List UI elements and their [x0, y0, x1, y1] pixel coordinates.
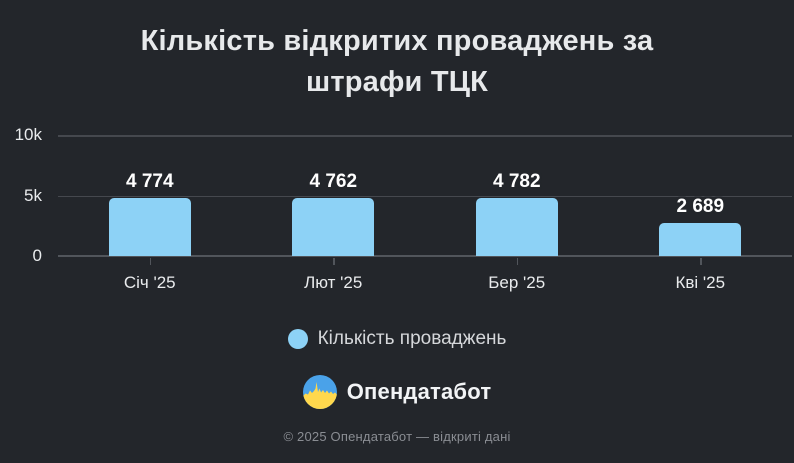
chart-title-line1: Кількість відкритих проваджень за	[140, 25, 654, 57]
opendatabot-logo-icon	[302, 375, 337, 409]
bar-value-label: 4 762	[309, 171, 358, 193]
x-axis-tick	[516, 258, 519, 265]
bar	[292, 198, 375, 256]
x-axis-tick	[333, 258, 335, 265]
y-axis: 10k 5k 0	[0, 125, 44, 265]
x-axis-labels: Січ '25 Лют '25 Бер '25 Кві '25	[58, 272, 792, 293]
gridline-5k	[58, 195, 792, 197]
bar-slot: 4 762	[242, 135, 426, 265]
bar	[659, 223, 742, 256]
bar-value-label: 4 782	[492, 171, 541, 193]
bar	[475, 198, 558, 256]
bars-row: 4 774 4 762 4 782 2 689	[58, 135, 793, 265]
bar-slot: 4 782	[425, 135, 609, 265]
chart-title-line2: штрафи ТЦК	[305, 66, 489, 98]
x-axis-tick	[149, 258, 152, 265]
bar-chart: 10k 5k 0 4 774 4 762 4 782 2 689 Січ '25 Лют '…	[0, 125, 794, 293]
x-axis-label: Січ '25	[123, 273, 176, 292]
y-tick-label: 10k	[14, 125, 42, 144]
legend-marker	[287, 329, 308, 349]
bar-value-label: 2 689	[676, 196, 725, 218]
x-axis-label: Бер '25	[488, 273, 546, 292]
x-axis-line	[58, 255, 792, 257]
bar-slot: 2 689	[609, 135, 793, 265]
legend-label: Кількість проваджень	[317, 328, 507, 349]
bar-slot: 4 774	[58, 135, 242, 265]
footer-credit: © 2025 Опендатабот — відкриті дані	[283, 429, 511, 444]
legend: Кількість проваджень	[0, 327, 794, 351]
plot-area: 4 774 4 762 4 782 2 689	[58, 135, 793, 265]
brand: Опендатабот	[0, 375, 794, 409]
y-tick-label: 5k	[24, 185, 42, 205]
x-axis-label: Кві '25	[675, 273, 726, 292]
x-axis-label: Лют '25	[304, 273, 363, 292]
x-axis-tick	[700, 258, 702, 265]
gridline-10k	[58, 135, 792, 137]
bar-value-label: 4 774	[125, 171, 174, 193]
brand-name: Опендатабот	[346, 379, 492, 404]
chart-title: Кількість відкритих проваджень за штрафи…	[0, 0, 794, 103]
bar	[108, 198, 191, 256]
y-tick-label: 0	[32, 246, 42, 265]
logo-bottom-half	[302, 382, 337, 409]
